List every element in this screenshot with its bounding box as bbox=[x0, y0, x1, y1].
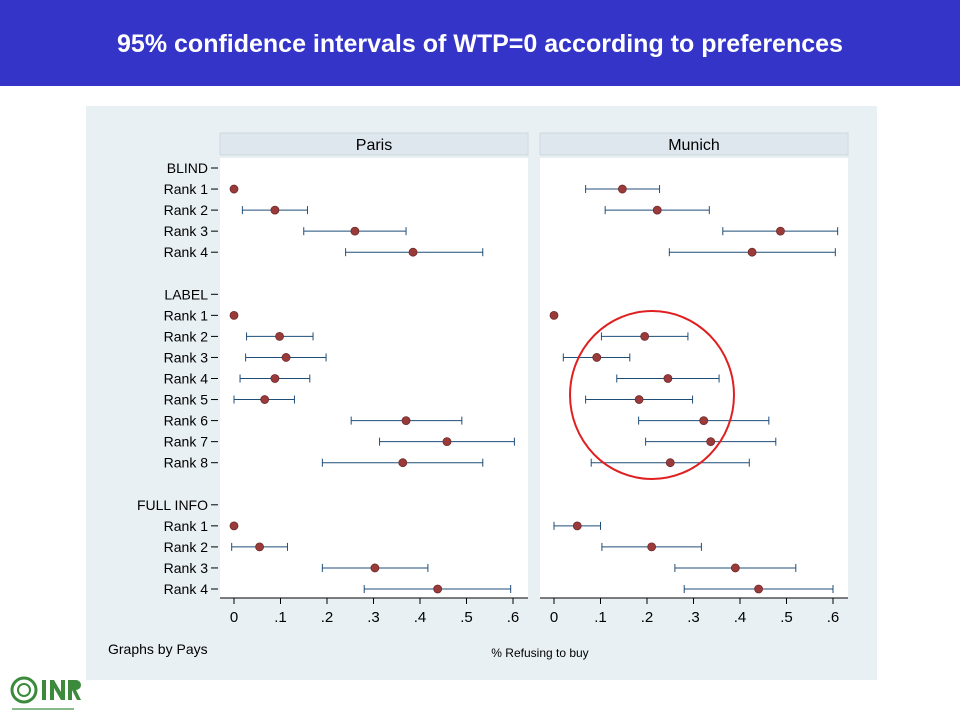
inra-logo bbox=[10, 676, 81, 710]
estimate-point bbox=[260, 395, 270, 404]
estimate-point bbox=[549, 310, 559, 320]
group-label: LABEL bbox=[164, 286, 208, 302]
panel-munich-title: Munich bbox=[668, 137, 720, 154]
row-label: Rank 4 bbox=[164, 581, 209, 597]
row-label: Rank 2 bbox=[164, 539, 209, 555]
estimate-point bbox=[370, 563, 380, 573]
estimate-point bbox=[275, 331, 284, 341]
group-label: BLIND bbox=[167, 160, 208, 176]
estimate-point bbox=[647, 542, 657, 552]
row-label: Rank 3 bbox=[164, 560, 209, 576]
x-tick-label: .4 bbox=[414, 609, 427, 626]
estimate-point bbox=[398, 458, 408, 468]
x-axes: 0 .1 .2 .3 .4 .5 .6 0 .1 .2 .3 .4 .5 .6 bbox=[220, 597, 848, 626]
logo-wordmark-icon bbox=[42, 680, 81, 700]
x-tick-label: .2 bbox=[641, 609, 654, 626]
estimate-point bbox=[572, 521, 582, 531]
estimate-point bbox=[652, 205, 662, 215]
estimate-point bbox=[229, 310, 239, 320]
estimate-point bbox=[776, 226, 785, 236]
row-label: Rank 2 bbox=[164, 328, 209, 344]
estimate-point bbox=[747, 247, 757, 257]
estimate-point bbox=[634, 395, 644, 404]
estimate-point bbox=[699, 416, 709, 426]
title-banner bbox=[0, 0, 960, 86]
x-tick-label: .2 bbox=[321, 609, 334, 626]
estimate-point bbox=[592, 353, 602, 362]
row-label: Rank 2 bbox=[164, 202, 209, 218]
estimate-point bbox=[408, 247, 418, 257]
estimate-point bbox=[270, 205, 280, 215]
row-label: Rank 6 bbox=[164, 413, 209, 429]
row-label: Rank 4 bbox=[164, 371, 209, 387]
panel-paris-title: Paris bbox=[356, 137, 392, 154]
row-label: Rank 5 bbox=[164, 392, 209, 408]
estimate-point bbox=[442, 437, 452, 447]
x-tick-label: .1 bbox=[274, 609, 287, 626]
row-label: Rank 3 bbox=[164, 349, 209, 365]
row-label: Rank 1 bbox=[164, 181, 209, 197]
logo-emblem-inner-icon bbox=[17, 683, 31, 697]
logo-tagline-mark bbox=[12, 708, 74, 710]
estimate-point bbox=[730, 563, 740, 573]
estimate-point bbox=[255, 542, 264, 552]
estimate-point bbox=[270, 374, 280, 383]
estimate-point bbox=[640, 331, 650, 341]
row-label: Rank 8 bbox=[164, 455, 209, 471]
estimate-point bbox=[229, 521, 239, 531]
row-labels: BLIND Rank 1 Rank 2 Rank 3 Rank 4 LABEL Rank 1… bbox=[137, 160, 218, 597]
row-label: Rank 3 bbox=[164, 223, 209, 239]
x-tick-label: .3 bbox=[687, 609, 700, 626]
ci-marks bbox=[229, 184, 839, 594]
x-tick-label: .5 bbox=[780, 609, 793, 626]
estimate-point bbox=[401, 416, 411, 426]
estimate-point bbox=[229, 184, 239, 194]
x-tick-label: .5 bbox=[460, 609, 473, 626]
estimate-point bbox=[663, 374, 673, 383]
estimate-point bbox=[665, 458, 675, 468]
logo-emblem-icon bbox=[10, 676, 38, 704]
group-label: FULL INFO bbox=[137, 497, 208, 513]
page-title: 95% confidence intervals of WTP=0 accord… bbox=[117, 30, 843, 58]
x-tick-label: 0 bbox=[550, 609, 558, 626]
x-tick-label: .6 bbox=[507, 609, 520, 626]
x-axis-label: % Refusing to buy bbox=[491, 646, 588, 660]
panel-paris-strip bbox=[219, 132, 529, 156]
x-tick-label: .1 bbox=[594, 609, 607, 626]
estimate-point bbox=[617, 184, 627, 194]
estimate-point bbox=[350, 226, 360, 236]
estimate-point bbox=[281, 353, 291, 362]
x-tick-label: .6 bbox=[827, 609, 840, 626]
x-tick-label: 0 bbox=[230, 609, 238, 626]
panel-munich-strip bbox=[539, 132, 849, 156]
row-label: Rank 1 bbox=[164, 518, 209, 534]
row-label: Rank 1 bbox=[164, 307, 209, 323]
x-tick-label: .3 bbox=[367, 609, 380, 626]
estimate-point bbox=[754, 584, 763, 594]
estimate-point bbox=[706, 437, 716, 447]
row-label: Rank 4 bbox=[164, 244, 209, 260]
highlight-circle bbox=[569, 310, 735, 480]
estimate-point bbox=[433, 584, 443, 594]
graphs-by-note: Graphs by Pays bbox=[108, 641, 208, 657]
x-tick-label: .4 bbox=[734, 609, 747, 626]
row-label: Rank 7 bbox=[164, 434, 209, 450]
